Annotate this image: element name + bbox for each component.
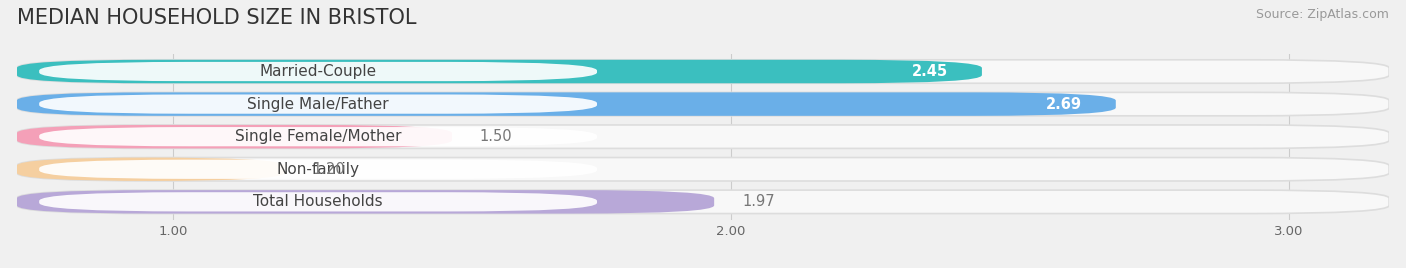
FancyBboxPatch shape [17, 190, 1389, 214]
Text: 1.50: 1.50 [479, 129, 513, 144]
FancyBboxPatch shape [39, 62, 598, 81]
Text: 1.97: 1.97 [742, 194, 775, 209]
FancyBboxPatch shape [39, 127, 598, 146]
FancyBboxPatch shape [17, 125, 451, 148]
FancyBboxPatch shape [17, 60, 1389, 83]
Text: 2.69: 2.69 [1046, 96, 1083, 111]
Text: Married-Couple: Married-Couple [260, 64, 377, 79]
Text: Total Households: Total Households [253, 194, 382, 209]
Text: Source: ZipAtlas.com: Source: ZipAtlas.com [1256, 8, 1389, 21]
FancyBboxPatch shape [39, 95, 598, 114]
FancyBboxPatch shape [17, 92, 1116, 116]
FancyBboxPatch shape [17, 158, 284, 181]
FancyBboxPatch shape [39, 192, 598, 211]
Text: Non-family: Non-family [277, 162, 360, 177]
FancyBboxPatch shape [17, 92, 1389, 116]
FancyBboxPatch shape [39, 160, 598, 179]
FancyBboxPatch shape [17, 125, 1389, 148]
FancyBboxPatch shape [17, 190, 714, 214]
FancyBboxPatch shape [17, 60, 981, 83]
Text: MEDIAN HOUSEHOLD SIZE IN BRISTOL: MEDIAN HOUSEHOLD SIZE IN BRISTOL [17, 8, 416, 28]
Text: Single Female/Mother: Single Female/Mother [235, 129, 401, 144]
Text: Single Male/Father: Single Male/Father [247, 96, 389, 111]
Text: 1.20: 1.20 [312, 162, 346, 177]
Text: 2.45: 2.45 [912, 64, 949, 79]
FancyBboxPatch shape [17, 158, 1389, 181]
